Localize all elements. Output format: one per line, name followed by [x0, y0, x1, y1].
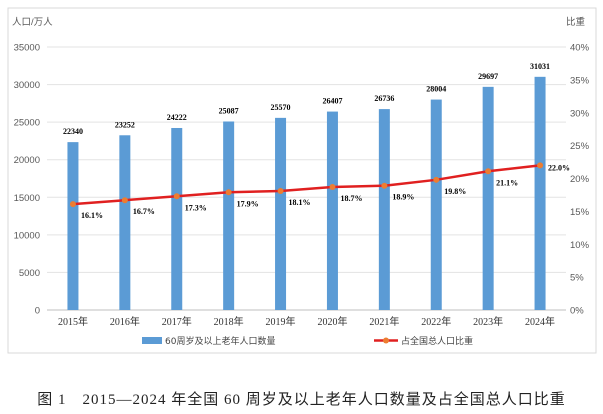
bar — [378, 109, 390, 311]
x-tick-label: 2017年 — [162, 315, 192, 328]
legend: 60周岁及以上老年人口数量 占全国总人口比重 — [142, 335, 473, 347]
bar — [482, 86, 494, 310]
y-tick-right: 5% — [570, 273, 584, 284]
line-marker — [225, 189, 232, 196]
y-tick-left: 20000 — [14, 155, 40, 166]
y-axis-right-title: 比重 — [566, 16, 586, 28]
y-axis-left-title: 人口/万人 — [12, 17, 53, 28]
x-tick-label: 2021年 — [369, 315, 399, 328]
line-data-label: 16.7% — [133, 207, 155, 216]
y-tick-right: 15% — [570, 207, 590, 218]
bar-data-label: 28004 — [426, 85, 446, 94]
x-tick-label: 2024年 — [525, 315, 555, 328]
line-marker — [329, 184, 336, 191]
line-marker — [537, 162, 544, 169]
bar — [326, 111, 338, 311]
x-tick-label: 2016年 — [110, 315, 140, 328]
y-tick-left: 5000 — [19, 268, 40, 279]
bar — [534, 76, 546, 310]
y-tick-left: 0 — [35, 306, 40, 317]
line-series — [72, 164, 541, 206]
y-tick-right: 0% — [570, 306, 584, 317]
legend-swatch-bars — [142, 337, 162, 344]
x-tick-label: 2019年 — [266, 315, 296, 328]
line-data-label: 17.9% — [237, 199, 259, 208]
y-tick-right: 40% — [570, 43, 590, 54]
y-tick-right: 35% — [570, 75, 590, 86]
bar-data-label: 23252 — [115, 120, 135, 129]
line-marker — [485, 168, 492, 175]
chart-border — [7, 7, 597, 354]
x-tick-label: 2020年 — [317, 315, 347, 328]
y-tick-left: 35000 — [14, 43, 40, 54]
bar-data-label: 24222 — [167, 113, 187, 122]
bar-data-label: 29697 — [478, 72, 498, 81]
y-tick-right: 25% — [570, 141, 590, 152]
line-marker — [381, 182, 388, 189]
bar-data-label: 26736 — [374, 94, 394, 103]
y-tick-left: 10000 — [14, 230, 40, 241]
bar-data-label: 31031 — [530, 62, 550, 71]
chart: 人口/万人 比重 0 5000 10000 15000 20000 25000 30000 3… — [7, 7, 597, 354]
bar — [430, 99, 442, 310]
line-data-label: 16.1% — [81, 211, 103, 220]
bar-data-label: 22340 — [63, 127, 83, 136]
y-tick-left: 15000 — [14, 193, 40, 204]
y-tick-left: 25000 — [14, 118, 40, 129]
line-marker — [121, 197, 128, 204]
x-tick-label: 2018年 — [214, 315, 244, 328]
y-tick-right: 20% — [570, 174, 590, 185]
line-data-label: 22.0% — [548, 163, 570, 172]
line-marker — [173, 193, 180, 200]
line-data-label: 19.8% — [444, 187, 466, 196]
bar — [223, 121, 235, 311]
y-tick-right: 30% — [570, 108, 590, 119]
y-tick-left: 30000 — [14, 80, 40, 91]
legend-label-line: 占全国总人口比重 — [401, 335, 473, 347]
bar-data-label: 25087 — [219, 106, 239, 115]
y-tick-right: 10% — [570, 240, 590, 251]
bar — [275, 117, 287, 310]
bar — [67, 142, 79, 310]
line-data-label: 17.3% — [185, 203, 207, 212]
bar — [171, 127, 183, 310]
bar-data-label: 25570 — [271, 103, 291, 112]
legend-marker — [383, 337, 389, 344]
line-marker — [277, 187, 284, 194]
x-tick-label: 2022年 — [421, 315, 451, 328]
bar — [119, 135, 131, 310]
x-tick-label: 2015年 — [58, 315, 88, 328]
x-tick-label: 2023年 — [473, 315, 503, 328]
line-data-label: 18.7% — [340, 194, 362, 203]
legend-label-bars: 60周岁及以上老年人口数量 — [165, 335, 275, 347]
line-data-label: 18.9% — [392, 193, 414, 202]
line-data-label: 21.1% — [496, 178, 518, 187]
line-marker — [69, 201, 76, 208]
line-marker — [433, 176, 440, 183]
line-data-label: 18.1% — [289, 198, 311, 207]
bar-data-label: 26407 — [322, 97, 342, 106]
figure-caption: 图 1 2015—2024 年全国 60 周岁及以上老年人口数量及占全国总人口比… — [37, 392, 566, 408]
